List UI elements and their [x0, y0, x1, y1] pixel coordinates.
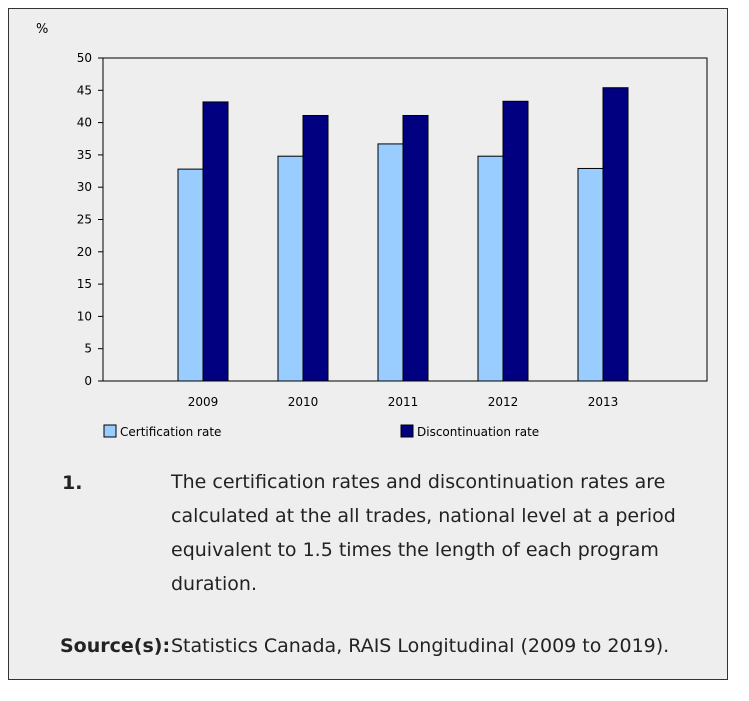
y-tick-label: 30 [77, 180, 92, 194]
bar-certification-2012 [477, 155, 504, 382]
bar-certification-2009 [177, 168, 204, 382]
source-label: Source(s): [60, 635, 171, 657]
footnote-text: The certification rates and discontinuat… [171, 471, 676, 595]
legend-label-certification: Certification rate [120, 425, 221, 439]
bar-certification-2011 [377, 143, 404, 382]
bar-discontinuation-2012 [502, 100, 529, 382]
bar-discontinuation-2013 [602, 87, 629, 382]
plot-frame [102, 57, 708, 382]
bar-discontinuation-2010 [302, 114, 329, 382]
legend: Certification rate Discontinuation rate [103, 424, 539, 439]
footnote-number: 1. [62, 472, 83, 494]
y-tick-label: 10 [77, 309, 92, 323]
bar-discontinuation-2011 [402, 114, 429, 382]
x-tick-label: 2009 [188, 395, 219, 409]
x-tick-label: 2012 [488, 395, 519, 409]
x-tick-label: 2011 [388, 395, 419, 409]
y-tick-label: 0 [84, 374, 92, 388]
bars [177, 87, 629, 382]
legend-swatch-discontinuation [400, 424, 414, 438]
x-tick-label: 2010 [288, 395, 319, 409]
y-tick-label: 35 [77, 148, 92, 162]
source-text: Statistics Canada, RAIS Longitudinal (20… [171, 635, 670, 657]
x-axis: 2009 2010 2011 2012 2013 [188, 395, 619, 409]
bar-certification-2010 [277, 155, 304, 382]
bar-certification-2013 [577, 167, 604, 382]
y-tick-label: 40 [77, 116, 92, 130]
y-axis: 0 5 10 15 20 25 30 35 40 45 50 [77, 51, 103, 388]
y-tick-label: 20 [77, 245, 92, 259]
bar-discontinuation-2009 [202, 101, 229, 382]
legend-swatch-certification [103, 424, 117, 438]
x-tick-label: 2013 [588, 395, 619, 409]
y-tick-label: 45 [77, 83, 92, 97]
legend-label-discontinuation: Discontinuation rate [417, 425, 539, 439]
y-unit-label: % [36, 22, 48, 37]
y-tick-label: 5 [84, 342, 92, 356]
y-tick-label: 25 [77, 213, 92, 227]
y-tick-label: 15 [77, 277, 92, 291]
y-tick-label: 50 [77, 51, 92, 65]
